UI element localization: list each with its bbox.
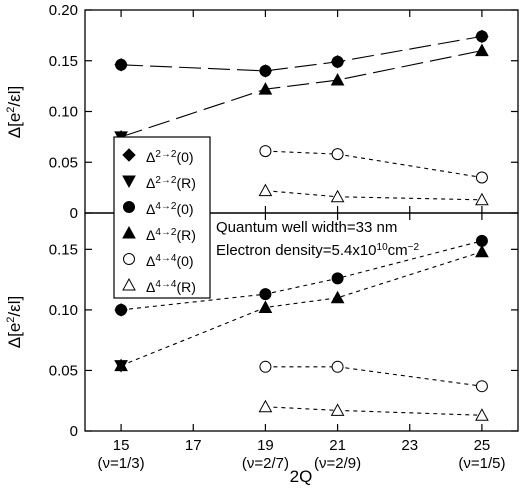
x-tick-sublabel: (ν=2/7) xyxy=(242,455,289,472)
top-series-4-point xyxy=(259,145,272,158)
bottom-y-tick-label: 0.10 xyxy=(49,302,78,319)
bottom-series-4-point xyxy=(331,360,344,373)
bottom-series-2-point xyxy=(475,234,488,247)
legend-entry-5: Δ4→4(R) xyxy=(146,279,196,296)
annotation-well-width: Quantum well width=33 nm xyxy=(216,219,397,236)
top-series-3-line xyxy=(120,50,483,138)
bottom-series-2-point xyxy=(259,288,272,301)
bottom-series-3-line xyxy=(120,251,483,367)
bottom-series-2-line xyxy=(121,240,483,311)
x-tick-label: 15 xyxy=(113,437,130,454)
bottom-series-2-point xyxy=(331,272,344,285)
top-series-2-point xyxy=(331,55,344,68)
legend-marker-4 xyxy=(123,253,135,265)
x-tick-sublabel: (ν=1/3) xyxy=(98,455,145,472)
top-series-2-point xyxy=(475,30,488,43)
top-panel: 0 0.05 0.10 0.15 0.20 Δ[e2/εl] xyxy=(5,2,519,222)
x-tick-label: 19 xyxy=(257,437,274,454)
legend-entry-0: Δ2→2(0) xyxy=(146,149,194,166)
top-y-tick-label: 0.15 xyxy=(49,53,78,70)
legend-marker-2 xyxy=(123,201,135,213)
bottom-series-5-point xyxy=(330,403,345,416)
bottom-y-tick-label: 0.15 xyxy=(49,241,78,258)
top-series-3-point xyxy=(330,72,345,86)
bottom-series-5-point xyxy=(475,408,489,421)
top-series-2-point xyxy=(115,58,128,71)
x-tick-label: 21 xyxy=(329,437,346,454)
top-series-2-line xyxy=(121,35,483,72)
bottom-series-3-point xyxy=(258,300,273,313)
bottom-series-4-point xyxy=(475,380,488,393)
legend-entry-4: Δ4→4(0) xyxy=(146,253,194,270)
top-series-5-point xyxy=(475,192,489,206)
bottom-y-tick-label: 0 xyxy=(70,423,78,440)
bottom-series-3-point xyxy=(114,358,128,372)
x-tick-label: 23 xyxy=(401,437,418,454)
top-y-ticks: 0 0.05 0.10 0.15 0.20 xyxy=(49,2,518,222)
top-y-tick-label: 0.20 xyxy=(49,2,78,19)
legend-marker-5 xyxy=(122,277,136,291)
top-series-4-point xyxy=(475,171,488,184)
x-tick-label: 25 xyxy=(474,437,491,454)
top-y-tick-label: 0.10 xyxy=(49,104,78,121)
bottom-y-axis-title: Δ[e2/εl] xyxy=(5,296,24,348)
legend-marker-1 xyxy=(122,175,136,189)
bottom-plot-frame xyxy=(84,212,519,432)
top-series-3-point xyxy=(475,43,489,57)
bottom-y-tick-label: 0.05 xyxy=(49,362,78,379)
top-series-2-point xyxy=(259,64,272,77)
annotation-electron-density: Electron density=5.4x1010cm−2 xyxy=(216,242,419,260)
bottom-panel: 0 0.05 0.10 0.15 15(ν=1/3) 17 19(ν=2/7) 21(ν=2… xyxy=(5,10,519,486)
legend-entry-1: Δ2→2(R) xyxy=(146,175,196,192)
bottom-series-2-point xyxy=(115,303,128,316)
legend-marker-3 xyxy=(122,225,136,239)
top-y-axis-title: Δ[e2/εl] xyxy=(5,86,24,138)
x-axis-ticks: 15(ν=1/3) 17 19(ν=2/7) 21(ν=2/9) 23 25(ν=1/5) xyxy=(98,10,505,472)
top-y-tick-label: 0 xyxy=(70,205,78,222)
top-series-4-point xyxy=(331,148,344,161)
top-series-5-point xyxy=(330,189,345,203)
top-series-5-point xyxy=(258,183,273,197)
legend: Δ2→2(0) Δ2→2(R) Δ4→2(0) Δ4→2(R) Δ4→4(0) Δ4→4(… xyxy=(113,136,211,299)
top-y-tick-label: 0.05 xyxy=(49,154,78,171)
legend-marker-0 xyxy=(122,148,136,162)
x-tick-label: 17 xyxy=(185,437,202,454)
bottom-series-3-point xyxy=(475,244,489,258)
legend-box xyxy=(113,136,211,299)
top-series-3-point xyxy=(258,82,273,95)
x-tick-sublabel: (ν=1/5) xyxy=(458,455,505,472)
x-axis-title: 2Q xyxy=(290,467,313,486)
x-tick-sublabel: (ν=2/9) xyxy=(314,455,361,472)
bottom-series-4-point xyxy=(259,360,272,373)
bottom-y-ticks: 0 0.05 0.10 0.15 xyxy=(49,241,518,440)
bottom-series-3-point xyxy=(330,290,345,304)
legend-entry-3: Δ4→2(R) xyxy=(146,227,196,244)
bottom-series-marks xyxy=(114,234,489,421)
legend-entry-2: Δ4→2(0) xyxy=(146,201,194,218)
bottom-series-5-point xyxy=(258,399,273,413)
